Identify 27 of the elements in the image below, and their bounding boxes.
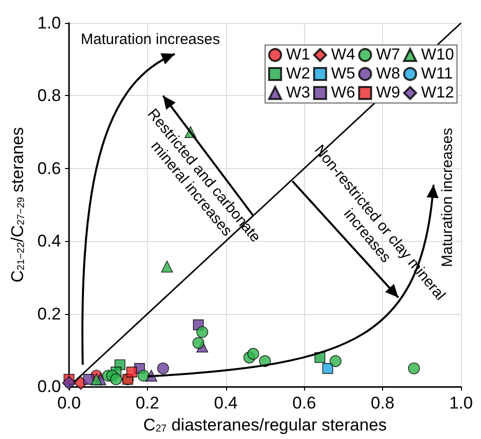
y-axis-title: C21−22/C27−29 steranes — [8, 127, 27, 282]
legend-label: W5 — [331, 66, 356, 82]
x-tick-label: 0.0 — [57, 394, 81, 413]
legend-label: W7 — [376, 46, 400, 64]
annotation: Maturation increases — [80, 30, 220, 48]
x-axis-title: C27 diasteranes/regular steranes — [143, 416, 387, 434]
x-tick-label: 0.8 — [370, 394, 394, 413]
legend-label: W1 — [286, 46, 310, 64]
y-tick-label: 0.0 — [37, 377, 61, 396]
legend-label: W4 — [331, 46, 356, 64]
x-tick-label: 0.4 — [214, 394, 238, 413]
legend-label: W11 — [421, 66, 453, 82]
x-tick-label: 0.6 — [292, 394, 316, 413]
legend-label: W8 — [376, 66, 400, 82]
legend-label: W2 — [286, 66, 310, 82]
y-tick-label: 0.6 — [37, 158, 61, 178]
legend-label: W6 — [331, 84, 356, 102]
y-tick-label: 1.0 — [37, 14, 61, 32]
legend-label: W12 — [421, 84, 454, 102]
x-tick-label: 1.0 — [449, 394, 473, 413]
legend-label: W3 — [286, 84, 310, 102]
y-tick-label: 0.4 — [37, 232, 61, 251]
legend-label: W10 — [421, 46, 454, 64]
y-tick-label: 0.8 — [37, 86, 61, 106]
y-tick-label: 0.2 — [37, 304, 61, 324]
x-tick-label: 0.2 — [136, 394, 160, 413]
legend-label: W9 — [376, 84, 400, 102]
